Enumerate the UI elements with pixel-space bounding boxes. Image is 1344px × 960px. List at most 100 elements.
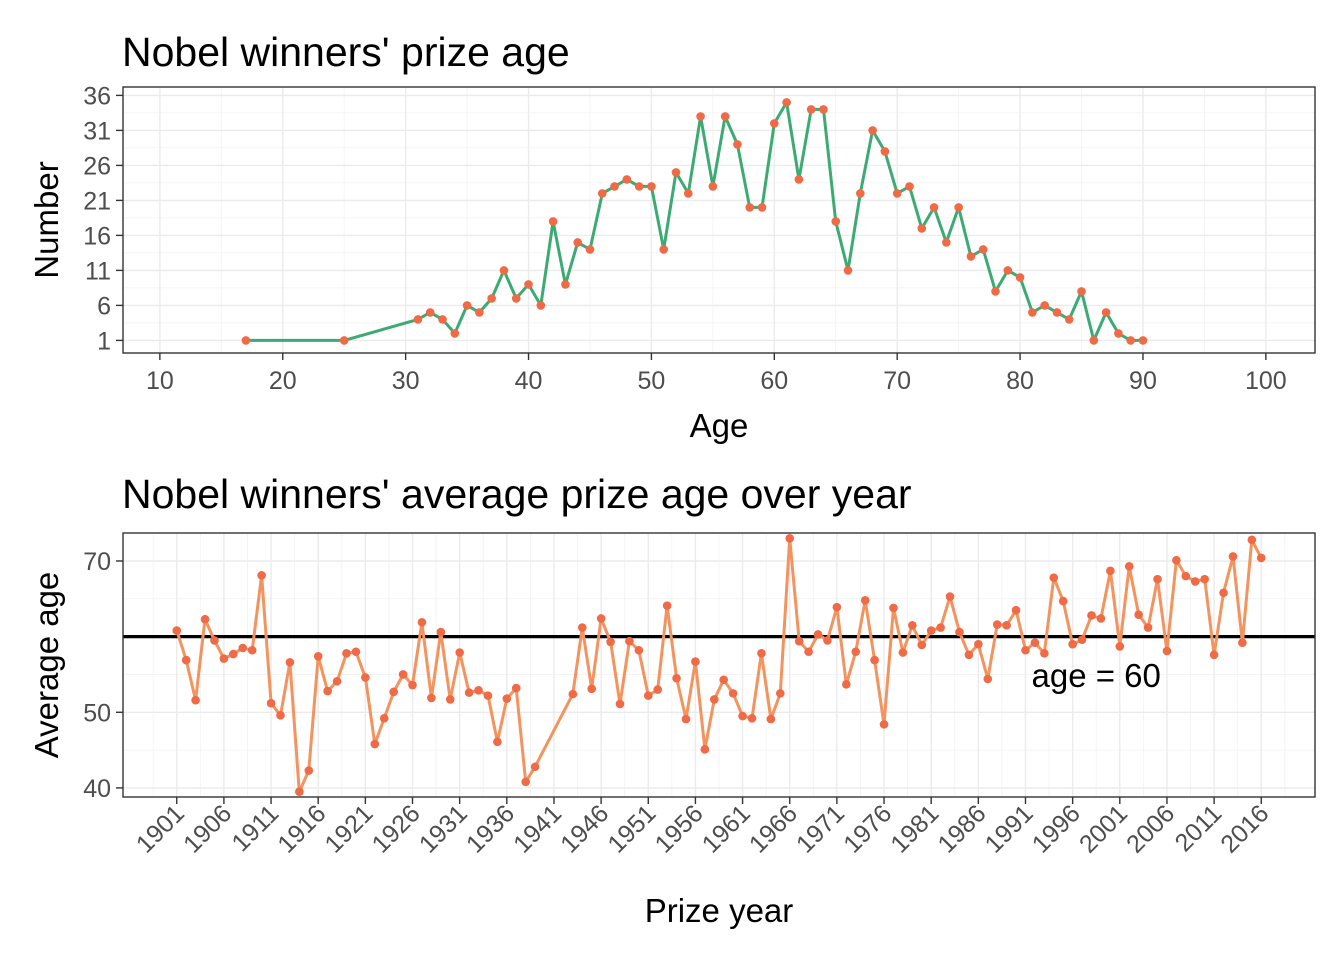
data-point xyxy=(417,617,427,627)
data-point xyxy=(615,699,625,709)
data-point xyxy=(1077,287,1086,296)
data-point xyxy=(634,182,644,191)
panel-border xyxy=(122,532,1316,798)
x-tick-label: 1976 xyxy=(838,799,897,858)
data-point xyxy=(464,688,474,697)
y-tick-label: 36 xyxy=(83,82,111,110)
data-point xyxy=(683,189,693,198)
x-tick-label: 2006 xyxy=(1121,799,1180,858)
panel-background xyxy=(123,87,1315,353)
x-tick-label: 2001 xyxy=(1074,799,1133,858)
data-point xyxy=(351,647,361,657)
x-tick-label: 1901 xyxy=(131,799,190,858)
data-point xyxy=(285,658,295,667)
data-point xyxy=(191,695,200,705)
data-point xyxy=(868,126,877,135)
data-point xyxy=(622,175,632,184)
data-point xyxy=(917,640,927,650)
x-tick-label: 1941 xyxy=(508,799,567,858)
data-point xyxy=(728,689,738,698)
data-point xyxy=(1124,561,1134,571)
data-point xyxy=(585,245,595,254)
data-point xyxy=(339,336,349,345)
data-point xyxy=(313,652,323,661)
y-tick-label: 70 xyxy=(83,548,111,576)
y-tick-label: 1 xyxy=(97,327,111,355)
data-point xyxy=(1200,574,1209,584)
data-point xyxy=(229,649,238,659)
x-tick-label: 1966 xyxy=(744,799,803,858)
data-point xyxy=(757,648,766,658)
data-point xyxy=(964,650,974,660)
data-point xyxy=(785,533,795,543)
annotation-label: age = 60 xyxy=(1032,657,1161,694)
data-point xyxy=(879,720,889,729)
data-point xyxy=(606,637,615,647)
data-point xyxy=(831,217,841,226)
data-point xyxy=(806,105,816,114)
data-point xyxy=(257,571,266,580)
data-point xyxy=(1002,620,1011,630)
data-point xyxy=(1089,336,1099,345)
data-point xyxy=(851,647,861,657)
chart-age-distribution: Nobel winners' prize age 10 20 30 40 50 60 70 8… xyxy=(28,29,1316,444)
data-point xyxy=(536,301,546,310)
data-point xyxy=(436,627,446,637)
x-tick-label: 20 xyxy=(269,367,297,395)
data-point xyxy=(870,655,879,665)
x-tick-label: 70 xyxy=(883,367,911,395)
panel-border xyxy=(122,86,1316,354)
data-point xyxy=(332,676,342,686)
y-tick-label: 26 xyxy=(83,152,111,180)
data-point xyxy=(974,639,983,649)
data-point xyxy=(1256,553,1266,563)
data-point xyxy=(892,189,902,198)
data-point xyxy=(738,711,747,721)
data-point xyxy=(908,620,917,630)
data-point xyxy=(247,645,257,655)
data-point xyxy=(1114,329,1123,338)
data-point xyxy=(1126,336,1135,345)
data-point xyxy=(813,630,823,639)
data-point xyxy=(568,689,578,699)
y-axis-title: Number xyxy=(28,161,65,278)
x-tick-label: 2016 xyxy=(1215,799,1274,858)
x-tick-label: 1946 xyxy=(555,799,614,858)
data-point xyxy=(955,627,964,637)
data-point xyxy=(880,147,890,156)
x-tick-label: 60 xyxy=(760,367,788,395)
data-point xyxy=(942,238,951,247)
data-point xyxy=(597,189,607,198)
data-point xyxy=(819,105,828,114)
data-point xyxy=(1040,648,1049,658)
data-point xyxy=(1181,571,1191,581)
data-point xyxy=(1049,573,1059,582)
data-point xyxy=(794,636,804,646)
x-tick-label: 1951 xyxy=(602,799,661,858)
data-point xyxy=(747,714,757,723)
x-tick-label: 1926 xyxy=(367,799,426,858)
y-tick-label: 6 xyxy=(97,292,111,320)
x-tick-label: 80 xyxy=(1006,367,1034,395)
data-point xyxy=(794,175,804,184)
data-point xyxy=(653,685,663,694)
data-point xyxy=(1030,638,1040,647)
x-tick-label: 40 xyxy=(515,367,543,395)
data-point xyxy=(427,693,436,703)
x-tick-label: 50 xyxy=(638,367,666,395)
data-point xyxy=(945,592,955,601)
data-point xyxy=(483,691,493,700)
data-point xyxy=(219,654,229,663)
data-point xyxy=(966,252,976,261)
chart-title: Nobel winners' average prize age over ye… xyxy=(122,471,912,517)
data-point xyxy=(662,601,672,610)
x-tick-label: 1921 xyxy=(319,799,378,858)
data-point xyxy=(978,245,988,254)
data-point xyxy=(936,623,945,632)
data-point xyxy=(438,315,447,324)
x-tick-label: 10 xyxy=(146,367,174,395)
data-point xyxy=(474,686,483,695)
data-point xyxy=(929,203,939,212)
x-axis-title: Age xyxy=(690,407,749,444)
